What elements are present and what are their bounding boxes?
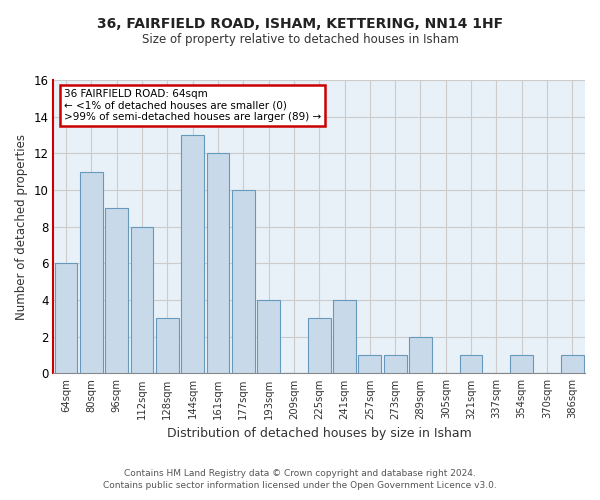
Text: 36, FAIRFIELD ROAD, ISHAM, KETTERING, NN14 1HF: 36, FAIRFIELD ROAD, ISHAM, KETTERING, NN… <box>97 18 503 32</box>
Bar <box>257 300 280 374</box>
Bar <box>358 355 381 374</box>
Bar <box>106 208 128 374</box>
Bar <box>384 355 407 374</box>
Bar <box>156 318 179 374</box>
Bar <box>181 135 204 374</box>
Bar <box>511 355 533 374</box>
Bar <box>308 318 331 374</box>
Bar <box>409 337 432 374</box>
Bar <box>131 226 154 374</box>
Text: Contains HM Land Registry data © Crown copyright and database right 2024.: Contains HM Land Registry data © Crown c… <box>124 468 476 477</box>
Bar <box>232 190 254 374</box>
Bar <box>460 355 482 374</box>
Bar <box>333 300 356 374</box>
Text: Contains public sector information licensed under the Open Government Licence v3: Contains public sector information licen… <box>103 481 497 490</box>
Y-axis label: Number of detached properties: Number of detached properties <box>15 134 28 320</box>
X-axis label: Distribution of detached houses by size in Isham: Distribution of detached houses by size … <box>167 427 472 440</box>
Bar <box>561 355 584 374</box>
Bar <box>80 172 103 374</box>
Text: 36 FAIRFIELD ROAD: 64sqm
← <1% of detached houses are smaller (0)
>99% of semi-d: 36 FAIRFIELD ROAD: 64sqm ← <1% of detach… <box>64 89 321 122</box>
Bar <box>55 264 77 374</box>
Text: Size of property relative to detached houses in Isham: Size of property relative to detached ho… <box>142 32 458 46</box>
Bar <box>206 154 229 374</box>
